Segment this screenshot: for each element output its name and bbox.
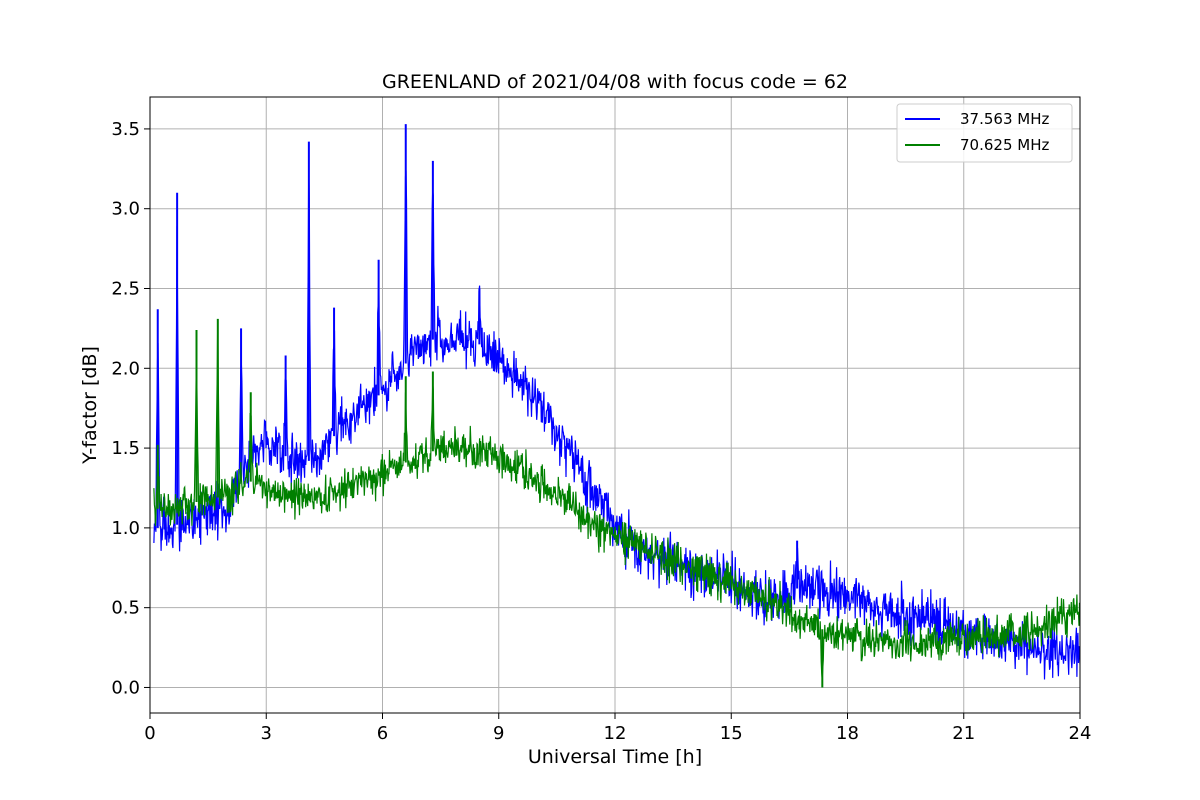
- x-tick-label: 6: [377, 723, 388, 744]
- y-tick-label: 3.5: [111, 119, 140, 140]
- series-layer: [153, 124, 1080, 688]
- y-tick-label: 3.0: [111, 199, 140, 220]
- y-tick-label: 0.0: [111, 677, 140, 698]
- legend: 37.563 MHz 70.625 MHz: [896, 103, 1073, 163]
- x-tick-label: 15: [720, 723, 743, 744]
- x-tick-label: 21: [952, 723, 975, 744]
- x-tick-label: 18: [836, 723, 859, 744]
- x-axis-label: Universal Time [h]: [528, 746, 702, 768]
- y-tick-label: 1.0: [111, 518, 140, 539]
- x-tick-label: 9: [493, 723, 504, 744]
- legend-label-series-2: 70.625 MHz: [960, 136, 1049, 154]
- legend-label-series-1: 37.563 MHz: [960, 110, 1049, 128]
- x-tick-label: 3: [261, 723, 272, 744]
- y-tick-label: 2.5: [111, 279, 140, 300]
- y-axis: 0.0 0.5 1.0 1.5 2.0 2.5 3.0 3.5: [111, 119, 150, 698]
- y-tick-label: 2.0: [111, 358, 140, 379]
- x-tick-label: 12: [604, 723, 627, 744]
- x-tick-label: 24: [1069, 723, 1092, 744]
- x-axis: 0 3 6 9 12 15 18 21 24: [144, 713, 1091, 744]
- y-axis-label: Y-factor [dB]: [79, 346, 101, 465]
- legend-box: [896, 103, 1073, 163]
- chart-title: GREENLAND of 2021/04/08 with focus code …: [382, 71, 848, 93]
- x-tick-label: 0: [144, 723, 155, 744]
- y-tick-label: 0.5: [111, 598, 140, 619]
- series-line-2: [153, 322, 1080, 680]
- y-tick-label: 1.5: [111, 438, 140, 459]
